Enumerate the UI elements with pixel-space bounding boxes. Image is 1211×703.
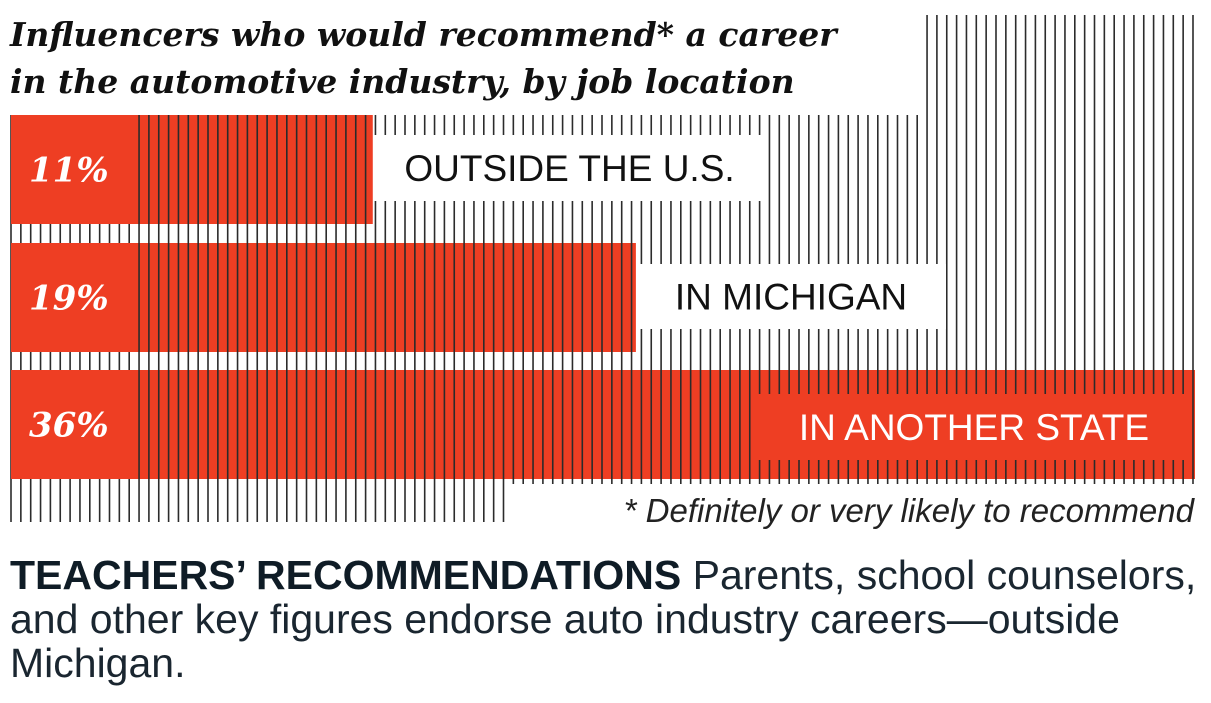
category-label-background	[373, 135, 766, 201]
footnote-background	[505, 484, 1211, 532]
chart-title-line-2: in the automotive industry, by job locat…	[10, 62, 795, 101]
bar-solid-segment	[11, 243, 138, 352]
bar-solid-segment	[11, 370, 138, 479]
title-background	[0, 0, 918, 112]
category-label-background	[757, 394, 1191, 460]
category-label: IN ANOTHER STATE	[799, 407, 1149, 448]
category-label-background	[636, 264, 946, 329]
chart-title-line-1: Influencers who would recommend* a caree…	[9, 15, 839, 54]
caption-body: Parents, school counselors, and other ke…	[10, 552, 1197, 686]
caption-heading: TEACHERS’ RECOMMENDATIONS	[10, 552, 682, 598]
value-label: 36%	[29, 406, 109, 446]
bar-chart: 11% OUTSIDE THE U.S. 19% IN MICHIGAN 36% IN A…	[0, 0, 1211, 532]
value-label: 19%	[29, 279, 109, 319]
footnote: * Definitely or very likely to recommend	[624, 492, 1196, 529]
category-label: IN MICHIGAN	[675, 277, 907, 318]
bar-solid-segment	[11, 115, 138, 224]
category-label: OUTSIDE THE U.S.	[404, 148, 734, 189]
caption: TEACHERS’ RECOMMENDATIONS Parents, schoo…	[10, 553, 1205, 685]
value-label: 11%	[29, 151, 109, 191]
